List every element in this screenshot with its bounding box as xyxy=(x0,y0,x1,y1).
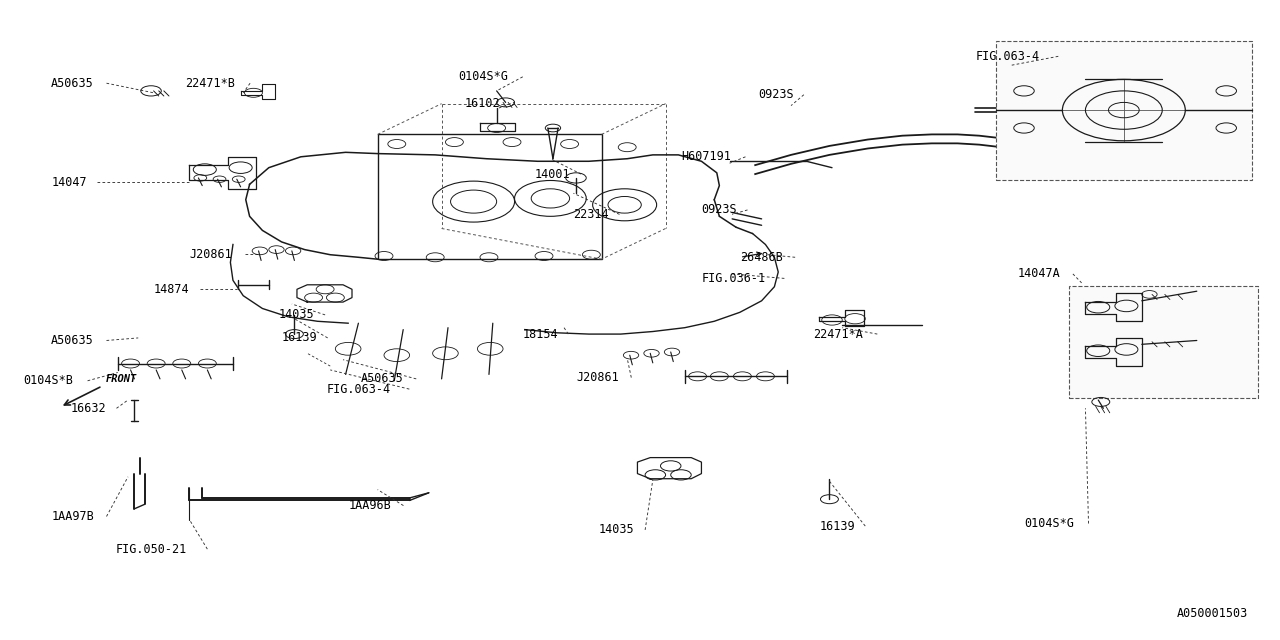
Text: 14035: 14035 xyxy=(599,524,635,536)
Text: A50635: A50635 xyxy=(51,334,93,347)
Text: J20861: J20861 xyxy=(576,371,618,384)
Text: 16139: 16139 xyxy=(282,332,317,344)
Text: 0104S*B: 0104S*B xyxy=(23,374,73,387)
Text: FIG.063-4: FIG.063-4 xyxy=(975,50,1039,63)
Bar xyxy=(378,134,602,259)
Text: FRONT: FRONT xyxy=(106,374,137,384)
Text: 16632: 16632 xyxy=(70,402,106,415)
Text: 14001: 14001 xyxy=(535,168,571,180)
Text: 14874: 14874 xyxy=(154,283,189,296)
Bar xyxy=(1069,286,1258,398)
Text: FIG.063-4: FIG.063-4 xyxy=(326,383,390,396)
Text: 22314: 22314 xyxy=(573,208,609,221)
Text: 0923S: 0923S xyxy=(758,88,794,101)
Text: FIG.036-1: FIG.036-1 xyxy=(701,272,765,285)
Text: 26486B: 26486B xyxy=(740,251,782,264)
Text: A50635: A50635 xyxy=(51,77,93,90)
Text: 1AA96B: 1AA96B xyxy=(348,499,390,512)
Text: 0104S*G: 0104S*G xyxy=(458,70,508,83)
Text: 14047A: 14047A xyxy=(1018,268,1060,280)
Bar xyxy=(996,41,1252,180)
Text: 1AA97B: 1AA97B xyxy=(51,510,93,523)
Text: FIG.050-21: FIG.050-21 xyxy=(115,543,187,556)
Text: 16102: 16102 xyxy=(465,97,500,110)
Text: A050001503: A050001503 xyxy=(1176,607,1248,620)
Text: 14047: 14047 xyxy=(51,176,87,189)
Text: J20861: J20861 xyxy=(189,248,232,260)
Text: H607191: H607191 xyxy=(681,150,731,163)
Text: A50635: A50635 xyxy=(361,372,403,385)
Text: 22471*B: 22471*B xyxy=(186,77,236,90)
Text: 22471*A: 22471*A xyxy=(813,328,863,340)
Text: 18154: 18154 xyxy=(522,328,558,340)
Text: 14035: 14035 xyxy=(279,308,315,321)
Text: 16139: 16139 xyxy=(819,520,855,532)
Text: 0104S*G: 0104S*G xyxy=(1024,517,1074,530)
Text: 0923S: 0923S xyxy=(701,204,737,216)
